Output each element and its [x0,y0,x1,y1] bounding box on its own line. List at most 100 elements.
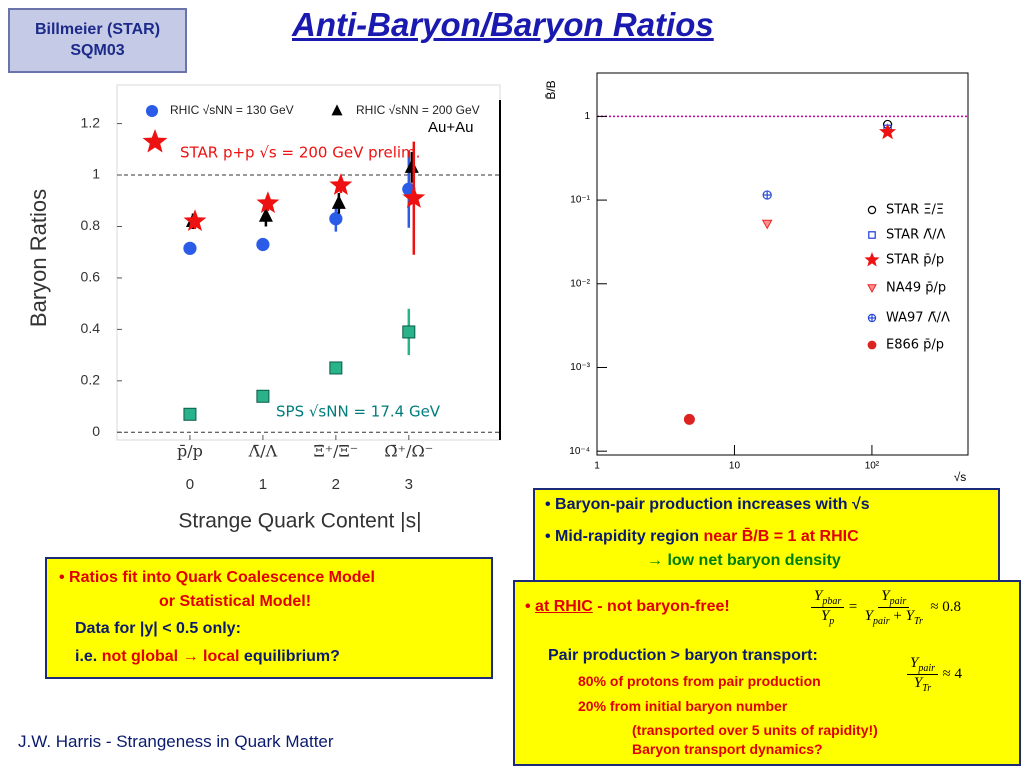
text-line: 20% from initial baryon number [578,698,788,714]
y-tick-label: 10⁻³ [570,362,590,373]
legend-marker [867,205,877,215]
subscript: p [829,616,835,627]
operator: + [889,608,906,624]
marker [183,209,207,231]
subscript: pair [889,596,907,607]
marker [683,413,695,425]
text-box: • at RHIC - not baryon-free! Ypbar Yp = Y… [513,580,1021,766]
subscript: Tr [913,616,923,627]
result: ≈ 0.8 [930,599,962,615]
x-tick-label: 10 [729,461,741,472]
fraction: Ypbar Yp [811,588,845,627]
marker [258,207,273,222]
text: not baryon-free! [607,598,730,615]
marker [183,407,197,421]
text-line: (transported over 5 units of rapidity!) [632,722,878,738]
relation: = [848,599,858,615]
ratio-label: Ξ̄⁺/Ξ⁻ [313,442,358,461]
legend-label: SPS √sNN = 17.4 GeV [276,403,441,421]
legend-marker [868,231,876,239]
legend-marker [331,104,343,116]
text: B̄/B = 1 at RHIC [737,528,859,545]
symbol: Y [814,588,823,604]
y-tick-label: 0.8 [81,217,101,233]
marker [329,361,343,375]
symbol: Y [864,608,873,624]
x-axis-title: Strange Quark Content |s| [178,510,421,533]
text-box: • Baryon-pair production increases with … [533,488,1000,583]
legend-label: RHIC √sNN = 130 GeV [170,103,294,117]
legend-label: RHIC √sNN = 200 GeV [356,103,480,117]
text: • [525,598,536,615]
marker [329,173,353,195]
symbol: Y [905,608,914,624]
legend-marker [145,104,159,118]
text-line: Data for |y| < 0.5 only: [75,620,241,637]
x-tick-label: 3 [405,476,413,493]
header-box: Billmeier (STAR) SQM03 [8,8,187,73]
symbol: Y [913,675,923,691]
legend-marker [867,284,877,294]
fraction: Ypair Ypair + YTr [862,588,926,627]
y-tick-label: 1 [584,111,590,122]
subscript: pbar [822,596,842,607]
header-line: Billmeier (STAR) [34,21,161,38]
text-box: • Ratios fit into Quark Coalescence Mode… [45,557,493,679]
text-line: 80% of protons from pair production [578,673,821,689]
header-line: SQM03 [70,42,125,59]
result: ≈ 4 [942,666,962,682]
text: → [178,648,204,665]
marker [879,123,897,140]
marker [329,212,343,226]
ratio-label: p̄/p [177,442,203,461]
x-tick-label: 1 [259,476,267,493]
text-line: • Ratios fit into Quark Coalescence Mode… [59,569,375,586]
subscript: pair [918,663,936,674]
y-tick-label: 10⁻¹ [570,195,590,206]
legend-label: STAR Ξ̄/Ξ [886,203,944,218]
subscript: pair [872,616,890,627]
text: • Mid-rapidity region [545,528,704,545]
symbol: Y [820,608,830,624]
x-tick-label: 10² [865,461,880,472]
plot-area [116,84,501,441]
equation: Ypair YTr ≈ 4 [907,655,962,694]
text-line: or Statistical Model! [159,593,312,610]
legend-marker [867,340,877,350]
x-tick-label: 1 [594,461,600,472]
text: - [592,598,608,615]
legend-label: STAR p+p √s = 200 GeV prelim. [180,144,420,162]
marker [183,241,197,255]
text: equilibrium? [239,648,340,665]
marker [402,186,426,208]
x-axis-title: √s [954,470,967,484]
text-line: i.e. not global → local equilibrium? [75,648,340,666]
legend-label: WA97 Λ̄/Λ [886,311,950,326]
text-line: Baryon transport dynamics? [632,741,823,757]
y-tick-label: 10⁻⁴ [569,446,590,457]
slide-title: Anti-Baryon/Baryon Ratios [292,6,714,43]
plot-frame [596,72,969,456]
y-tick-label: 1 [92,166,100,182]
y-tick-label: 0.6 [81,269,101,285]
legend-marker [864,252,880,267]
equation: Ypbar Yp = Ypair Ypair + YTr ≈ 0.8 [811,588,961,627]
subscript: Tr [922,683,932,694]
legend-label: E866 p̄/p [886,338,944,353]
marker [404,158,419,173]
marker [762,190,772,200]
ratio-label: Λ̄/Λ [248,442,278,461]
x-tick-label: 2 [332,476,340,493]
legend-label: STAR p̄/p [886,253,944,268]
text: local [203,648,240,665]
y-axis-title: Baryon Ratios [26,189,51,327]
y-tick-label: 0.4 [81,320,101,336]
annotation: Au+Au [428,119,473,136]
marker [402,325,416,339]
fraction: Ypair YTr [907,655,939,694]
text: near [703,528,738,545]
legend-marker [142,129,168,153]
marker [331,194,346,209]
marker [761,219,773,230]
